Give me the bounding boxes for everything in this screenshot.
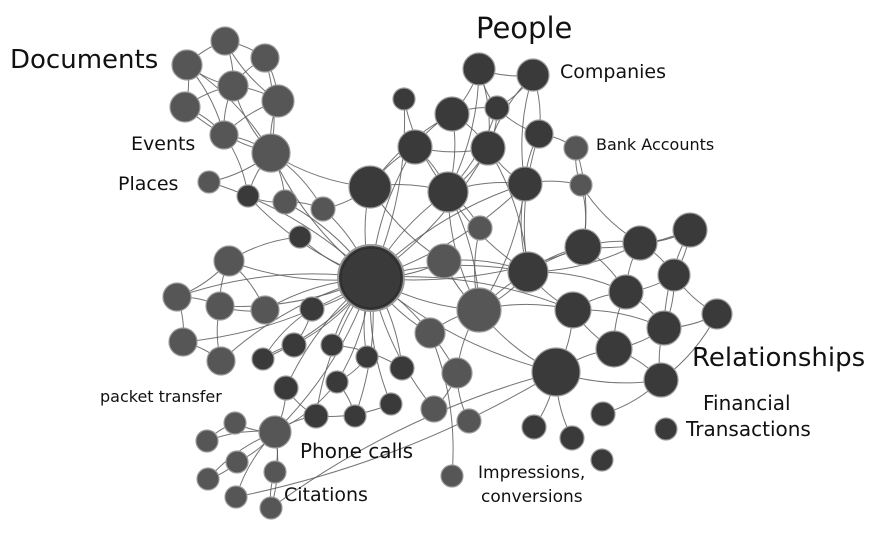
label-relationships: Relationships [692,343,866,373]
graph-node [507,166,543,202]
graph-node [272,189,298,215]
label-conversions: conversions [481,487,583,507]
graph-edge [429,332,454,477]
graph-node [389,355,415,381]
graph-node [507,251,549,293]
graph-node [426,243,462,279]
graph-node [224,485,248,509]
graph-node [259,496,283,520]
label-bank-accounts: Bank Accounts [596,135,715,154]
graph-node [169,91,201,123]
graph-node [343,404,367,428]
graph-node [672,212,708,248]
graph-edge [270,371,557,509]
label-events: Events [131,133,196,155]
graph-node [258,415,292,449]
graph-node [569,173,593,197]
label-places: Places [118,173,179,195]
graph-node [608,274,644,310]
label-impressions: Impressions, [478,463,586,483]
label-phone-calls: Phone calls [300,439,414,463]
graph-node [379,392,403,416]
graph-node [462,52,496,86]
graph-node [646,310,682,346]
graph-node [236,184,260,208]
graph-node [456,408,482,434]
graph-node [563,135,589,161]
graph-node [467,215,493,241]
graph-node [205,291,235,321]
graph-node [590,448,614,472]
graph-node [162,282,192,312]
nodes [162,26,733,520]
graph-node [595,330,633,368]
graph-node [427,171,469,213]
graph-node [195,429,219,453]
graph-node [217,70,249,102]
label-companies: Companies [560,61,667,83]
graph-node [197,170,221,194]
graph-node [590,401,616,427]
graph-node [524,119,554,149]
graph-node [559,425,585,451]
graph-node [281,332,307,358]
graph-node [521,414,547,440]
graph-node [320,333,344,357]
graph-node [196,467,220,491]
graph-node [392,87,416,111]
graph-node [299,296,325,322]
graph-node [251,133,291,173]
graph-node [210,26,240,56]
graph-node [325,370,349,394]
graph-node [643,362,679,398]
graph-node [288,225,312,249]
graph-node [171,49,203,81]
graph-edge [523,133,540,273]
graph-node [701,298,733,330]
graph-node [654,417,678,441]
graph-node [564,228,602,266]
graph-node [554,291,592,329]
graph-node [355,345,379,369]
graph-node [213,245,245,277]
label-documents: Documents [10,45,159,75]
graph-node [397,129,433,165]
graph-node [168,327,198,357]
label-people: People [476,11,573,45]
graph-node [516,58,550,92]
label-transactions: Transactions [686,417,811,441]
graph-node [250,43,280,73]
graph-node [261,84,295,118]
graph-node [414,317,446,349]
graph-node [622,225,658,261]
graph-node [337,244,405,312]
graph-node [470,130,506,166]
graph-node [531,347,581,397]
graph-node [250,295,280,325]
graph-node [251,347,275,371]
label-citations: Citations [284,484,368,506]
graph-node [440,464,464,488]
graph-node [484,95,510,121]
graph-node [434,96,470,132]
graph-node [263,460,287,484]
graph-node [303,403,329,429]
graph-node [456,287,502,333]
graph-node [223,411,247,435]
graph-node [657,258,691,292]
graph-node [273,375,299,401]
graph-node [206,346,236,376]
label-packet-transfer: packet transfer [100,387,222,406]
graph-node [420,395,448,423]
graph-node [348,165,392,209]
graph-node [310,196,336,222]
graph-node [209,120,239,150]
label-financial: Financial [703,391,791,415]
graph-node [225,450,249,474]
graph-node [441,357,473,389]
graph-edge [235,371,557,498]
graph-node-ring [340,247,402,309]
